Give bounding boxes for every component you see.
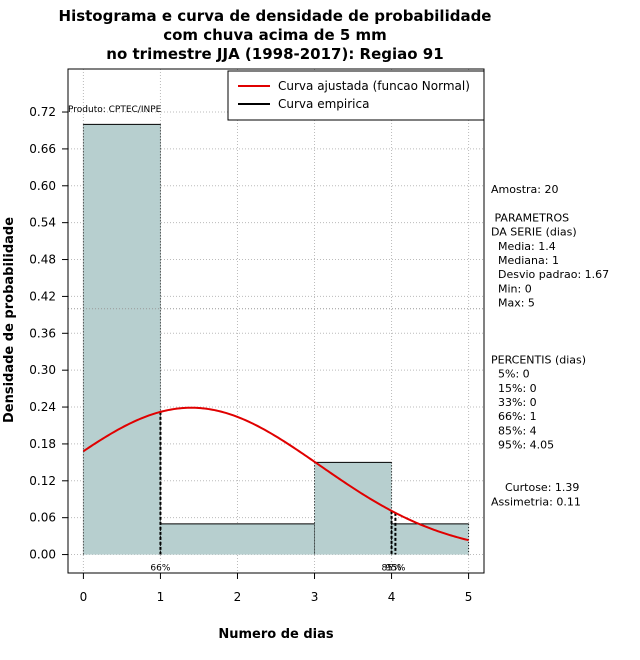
stats-line: 85%: 4 bbox=[491, 424, 537, 437]
stats-line: Min: 0 bbox=[491, 282, 532, 295]
stats-line: 5%: 0 bbox=[491, 368, 530, 381]
y-tick-label: 0.66 bbox=[29, 142, 56, 156]
y-axis: 0.00 0.06 0.12 0.18 0.24 0.30 0.36 0.42 0.48 0.54… bbox=[29, 105, 68, 562]
x-tick-label: 2 bbox=[234, 590, 242, 604]
stats-line: Media: 1.4 bbox=[491, 240, 556, 253]
y-tick-label: 0.54 bbox=[29, 216, 56, 230]
x-tick-label: 3 bbox=[311, 590, 319, 604]
statistics-panel: Amostra: 20 PARAMETROS DA SERIE (dias) Me… bbox=[491, 183, 609, 508]
y-tick-label: 0.72 bbox=[29, 105, 56, 119]
legend: Curva ajustada (funcao Normal) Curva emp… bbox=[227, 70, 485, 121]
stats-line: Mediana: 1 bbox=[491, 254, 559, 267]
y-tick-label: 0.60 bbox=[29, 179, 56, 193]
stats-line: Amostra: 20 bbox=[491, 183, 558, 196]
histogram-bar bbox=[83, 124, 161, 555]
x-tick-label: 0 bbox=[80, 590, 88, 604]
legend-label-normal: Curva ajustada (funcao Normal) bbox=[278, 79, 470, 93]
x-tick-label: 5 bbox=[465, 590, 473, 604]
stats-line: PARAMETROS bbox=[491, 211, 569, 224]
y-tick-label: 0.12 bbox=[29, 474, 56, 488]
x-tick-label: 1 bbox=[157, 590, 165, 604]
plot-frame bbox=[67, 68, 485, 574]
stats-line: 95%: 4.05 bbox=[491, 439, 554, 452]
y-tick-label: 0.48 bbox=[29, 253, 56, 267]
legend-label-empirical: Curva empirica bbox=[278, 97, 369, 111]
histogram-bar bbox=[314, 462, 392, 555]
x-axis: 0 1 2 3 4 5 bbox=[80, 573, 473, 604]
y-tick-label: 0.30 bbox=[29, 363, 56, 377]
y-tick-label: 0.36 bbox=[29, 326, 56, 340]
y-axis-title: Densidade de probabilidade bbox=[2, 217, 17, 423]
stats-line: DA SERIE (dias) bbox=[491, 226, 577, 239]
y-tick-label: 0.00 bbox=[29, 548, 56, 562]
stats-line: 15%: 0 bbox=[491, 382, 537, 395]
legend-box bbox=[227, 70, 485, 121]
y-tick-label: 0.06 bbox=[29, 511, 56, 525]
y-tick-label: 0.24 bbox=[29, 400, 56, 414]
title-line-2: com chuva acima de 5 mm bbox=[163, 26, 387, 44]
title-line-1: Histograma e curva de densidade de proba… bbox=[59, 7, 492, 25]
stats-line: PERCENTIS (dias) bbox=[491, 353, 586, 366]
histogram-bar bbox=[160, 523, 315, 555]
stats-line: 66%: 1 bbox=[491, 410, 537, 423]
stats-line: Desvio padrao: 1.67 bbox=[491, 268, 609, 281]
percentile-label: 85% bbox=[382, 564, 402, 574]
percentile-label: 95% bbox=[385, 564, 405, 574]
histogram-bars bbox=[82, 123, 470, 555]
y-tick-label: 0.42 bbox=[29, 289, 56, 303]
credit-label: Produto: CPTEC/INPE bbox=[68, 105, 162, 115]
chart-title: Histograma e curva de densidade de proba… bbox=[59, 7, 492, 63]
x-tick-label: 4 bbox=[388, 590, 396, 604]
y-tick-label: 0.18 bbox=[29, 437, 56, 451]
stats-line: Curtose: 1.39 bbox=[491, 481, 579, 494]
stats-line: Max: 5 bbox=[491, 297, 535, 310]
stats-line: Assimetria: 0.11 bbox=[491, 495, 581, 508]
normal-curve-path bbox=[82, 406, 469, 542]
x-axis-title: Numero de dias bbox=[218, 627, 334, 642]
title-line-3: no trimestre JJA (1998-2017): Regiao 91 bbox=[106, 45, 443, 63]
normal-curve bbox=[82, 406, 469, 542]
plot-border bbox=[67, 68, 485, 574]
percentile-lines: 66% 85%95% bbox=[150, 411, 406, 574]
stats-line: 33%: 0 bbox=[491, 396, 537, 409]
percentile-label: 66% bbox=[150, 564, 170, 574]
